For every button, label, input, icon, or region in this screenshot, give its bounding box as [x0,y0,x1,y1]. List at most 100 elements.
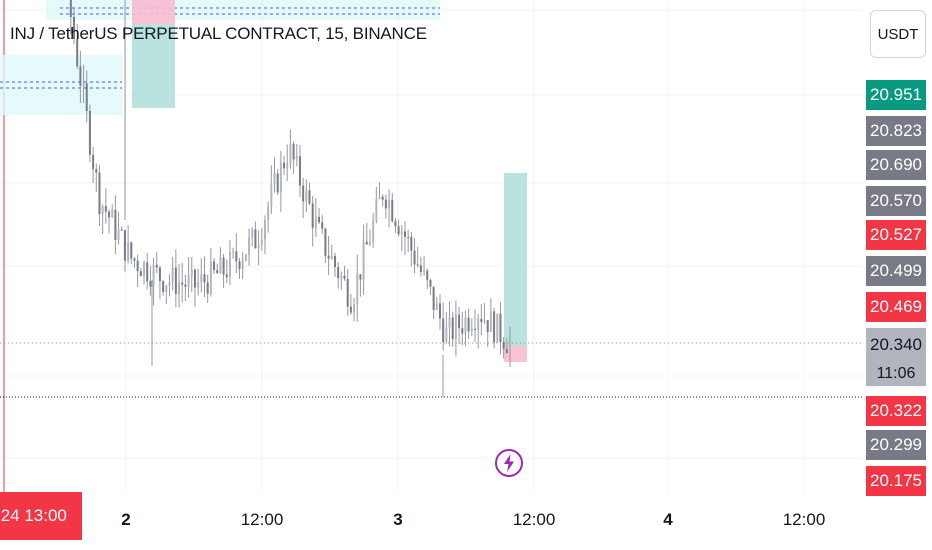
candle-body [451,317,454,340]
candle-body [343,275,346,279]
candle-body [477,318,480,330]
profit-zone [46,0,440,20]
candle-body [120,229,123,231]
candle-body [368,241,371,245]
candle-body [359,274,362,280]
loss-zone [132,0,175,24]
candle-body [391,199,394,222]
price-label: 20.690 [866,150,926,180]
lightning-icon[interactable] [494,448,524,478]
candle-body [356,274,359,305]
candle-body [171,267,174,282]
candle-body [330,255,333,259]
candle-body [76,38,79,67]
candle-body [432,286,435,310]
candle-body [286,163,289,169]
candle-body [467,317,470,332]
candle-body [318,216,321,223]
candle-body [251,229,254,238]
currency-button[interactable]: USDT [870,10,926,58]
candle-body [346,278,349,307]
candle-body [458,314,461,329]
candle-body [213,261,216,271]
time-axis[interactable] [0,492,862,550]
candle-body [209,261,212,294]
candle-body [435,303,438,310]
candle-body [400,231,403,235]
chart-plot-area[interactable]: INJ / TetherUS PERPETUAL CONTRACT, 15, B… [0,0,862,492]
candle-body [92,154,95,170]
candle-body [333,255,336,268]
candle-body [473,328,476,330]
candle-body [480,318,483,323]
candle-body [388,199,391,209]
candle-body [470,328,473,332]
candle-body [353,304,356,313]
candle-body [203,274,206,283]
candle-body [426,270,429,280]
candle-body [442,318,445,342]
price-label: 20.469 [866,292,926,322]
candle-body [139,271,142,277]
candle-body [184,284,187,287]
candle-body [308,190,311,204]
candle-body [79,66,82,86]
candle-body [158,267,161,282]
candle-body [410,236,413,251]
candle-body [273,173,276,185]
candle-body [311,203,314,228]
candle-body [241,260,244,269]
candle-body [403,231,406,237]
candle-body [143,262,146,277]
candle-body [225,274,228,278]
candle-body [222,257,225,275]
candle-body [190,269,193,276]
candle-body [69,0,72,18]
candlestick-chart[interactable] [0,0,862,492]
candle-body [123,230,126,261]
candle-body [505,348,508,353]
long-target-zone [504,173,527,346]
candle-body [270,184,273,207]
candle-body [438,303,441,319]
candle-body [381,196,384,200]
candle-body [267,206,270,221]
candle-body [111,209,114,218]
candle-body [130,242,133,259]
candle-body [174,267,177,294]
crosshair-time-label: t '24 13:00 [0,492,82,540]
price-label: 20.340 [866,328,926,362]
candle-body [206,282,209,294]
candle-body [155,264,158,268]
time-label: 3 [393,510,403,529]
price-label: 20.951 [866,80,926,110]
time-label: 12:00 [782,510,826,529]
candle-body [384,199,387,209]
candle-body [289,143,292,164]
candle-body [378,196,381,199]
time-label: 2 [121,510,131,529]
candle-body [181,282,184,285]
candle-body [394,221,397,227]
price-label: 20.527 [866,220,926,250]
time-label: 12:00 [240,510,284,529]
candle-body [244,254,247,261]
candle-body [133,258,136,261]
candle-body [197,282,200,288]
candle-body [165,285,168,292]
candle-body [88,110,91,155]
candle-body [372,220,375,242]
profit-zone [132,24,175,108]
candle-body [114,209,117,240]
symbol-title[interactable]: INJ / TetherUS PERPETUAL CONTRACT, 15, B… [10,24,427,43]
candle-body [219,257,222,274]
candle-body [85,83,88,111]
candle-body [257,245,260,249]
candle-body [407,236,410,238]
candle-body [178,282,181,294]
candle-body [254,229,257,249]
candle-body [509,340,511,353]
candle-body [362,241,365,280]
candle-body [295,156,298,160]
